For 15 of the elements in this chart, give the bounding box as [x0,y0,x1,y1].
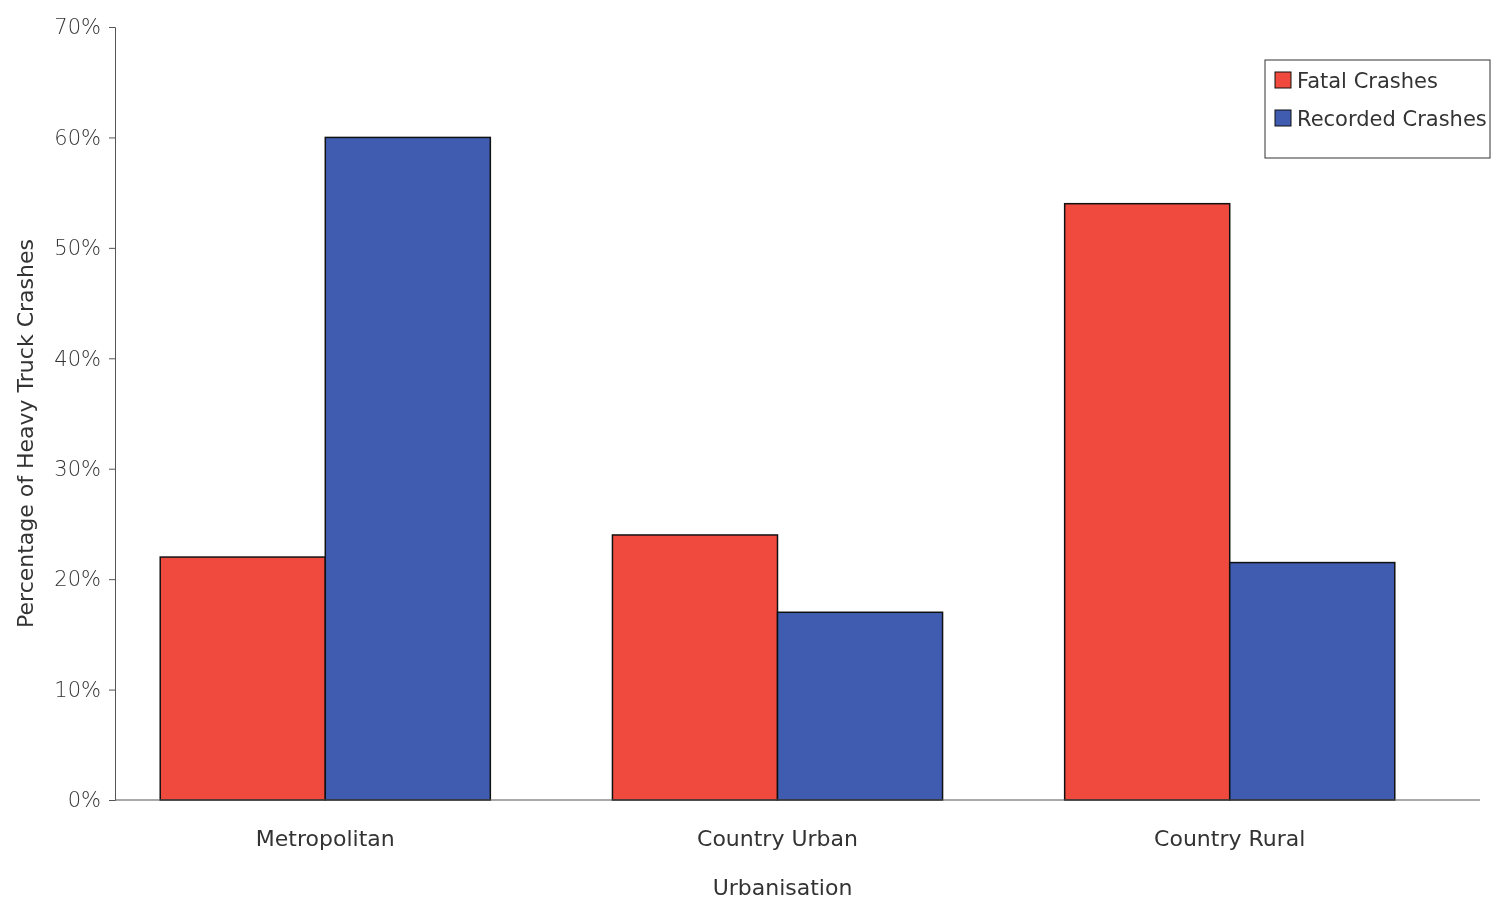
y-tick-label: 0% [67,788,101,813]
x-tick-label: Metropolitan [255,825,395,851]
x-tick-label: Country Urban [697,825,858,851]
legend-label: Fatal Crashes [1297,69,1438,93]
y-tick-label: 70% [54,15,101,40]
x-axis-title: Urbanisation [712,875,853,900]
y-tick-label: 30% [54,456,101,481]
y-tick-label: 10% [54,677,101,702]
x-tick-label: Country Rural [1154,825,1306,851]
y-axis-title: Percentage of Heavy Truck Crashes [13,239,38,628]
legend-label: Recorded Crashes [1297,107,1487,131]
y-tick-label: 60% [54,125,101,150]
y-tick-label: 20% [54,567,101,592]
y-tick-label: 50% [54,236,101,261]
y-tick-label: 40% [54,346,101,371]
